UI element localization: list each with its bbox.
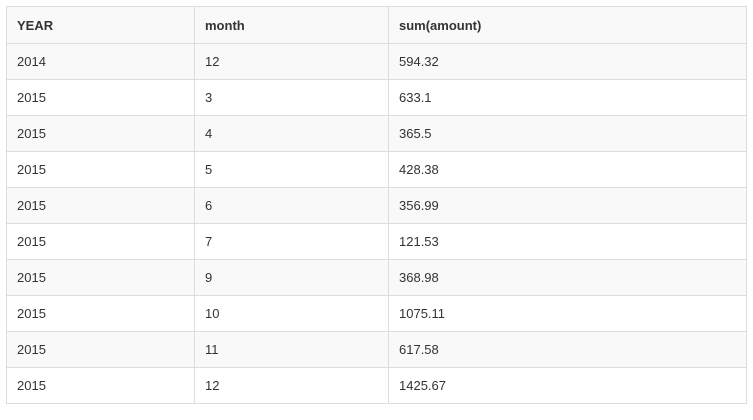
results-table: YEAR month sum(amount) 2014 12 594.32 20… xyxy=(6,6,747,404)
cell-year: 2015 xyxy=(6,259,195,296)
column-header-month: month xyxy=(194,6,389,44)
cell-month: 12 xyxy=(194,43,389,80)
cell-year: 2015 xyxy=(6,79,195,116)
cell-sum-amount: 356.99 xyxy=(388,187,747,224)
table-row: 2015 3 633.1 xyxy=(6,79,747,116)
table-body: 2014 12 594.32 2015 3 633.1 2015 4 365.5… xyxy=(6,43,747,404)
cell-month: 4 xyxy=(194,115,389,152)
cell-month: 3 xyxy=(194,79,389,116)
table-row: 2015 5 428.38 xyxy=(6,151,747,188)
cell-year: 2015 xyxy=(6,151,195,188)
cell-sum-amount: 365.5 xyxy=(388,115,747,152)
table-row: 2015 12 1425.67 xyxy=(6,367,747,404)
cell-sum-amount: 121.53 xyxy=(388,223,747,260)
cell-sum-amount: 617.58 xyxy=(388,331,747,368)
table-row: 2015 10 1075.11 xyxy=(6,295,747,332)
cell-sum-amount: 368.98 xyxy=(388,259,747,296)
cell-year: 2015 xyxy=(6,223,195,260)
cell-year: 2015 xyxy=(6,295,195,332)
column-header-year: YEAR xyxy=(6,6,195,44)
cell-year: 2015 xyxy=(6,187,195,224)
table-row: 2014 12 594.32 xyxy=(6,43,747,80)
results-table-container: YEAR month sum(amount) 2014 12 594.32 20… xyxy=(6,6,747,404)
cell-year: 2015 xyxy=(6,367,195,404)
cell-month: 6 xyxy=(194,187,389,224)
cell-month: 11 xyxy=(194,331,389,368)
table-row: 2015 11 617.58 xyxy=(6,331,747,368)
table-row: 2015 4 365.5 xyxy=(6,115,747,152)
cell-year: 2015 xyxy=(6,115,195,152)
cell-month: 12 xyxy=(194,367,389,404)
cell-month: 10 xyxy=(194,295,389,332)
cell-sum-amount: 1425.67 xyxy=(388,367,747,404)
cell-sum-amount: 1075.11 xyxy=(388,295,747,332)
cell-month: 5 xyxy=(194,151,389,188)
table-row: 2015 9 368.98 xyxy=(6,259,747,296)
cell-sum-amount: 428.38 xyxy=(388,151,747,188)
cell-year: 2014 xyxy=(6,43,195,80)
cell-month: 7 xyxy=(194,223,389,260)
cell-sum-amount: 633.1 xyxy=(388,79,747,116)
cell-month: 9 xyxy=(194,259,389,296)
table-header: YEAR month sum(amount) xyxy=(6,6,747,44)
column-header-sum-amount: sum(amount) xyxy=(388,6,747,44)
table-row: 2015 7 121.53 xyxy=(6,223,747,260)
table-row: 2015 6 356.99 xyxy=(6,187,747,224)
header-row: YEAR month sum(amount) xyxy=(6,6,747,44)
cell-sum-amount: 594.32 xyxy=(388,43,747,80)
cell-year: 2015 xyxy=(6,331,195,368)
